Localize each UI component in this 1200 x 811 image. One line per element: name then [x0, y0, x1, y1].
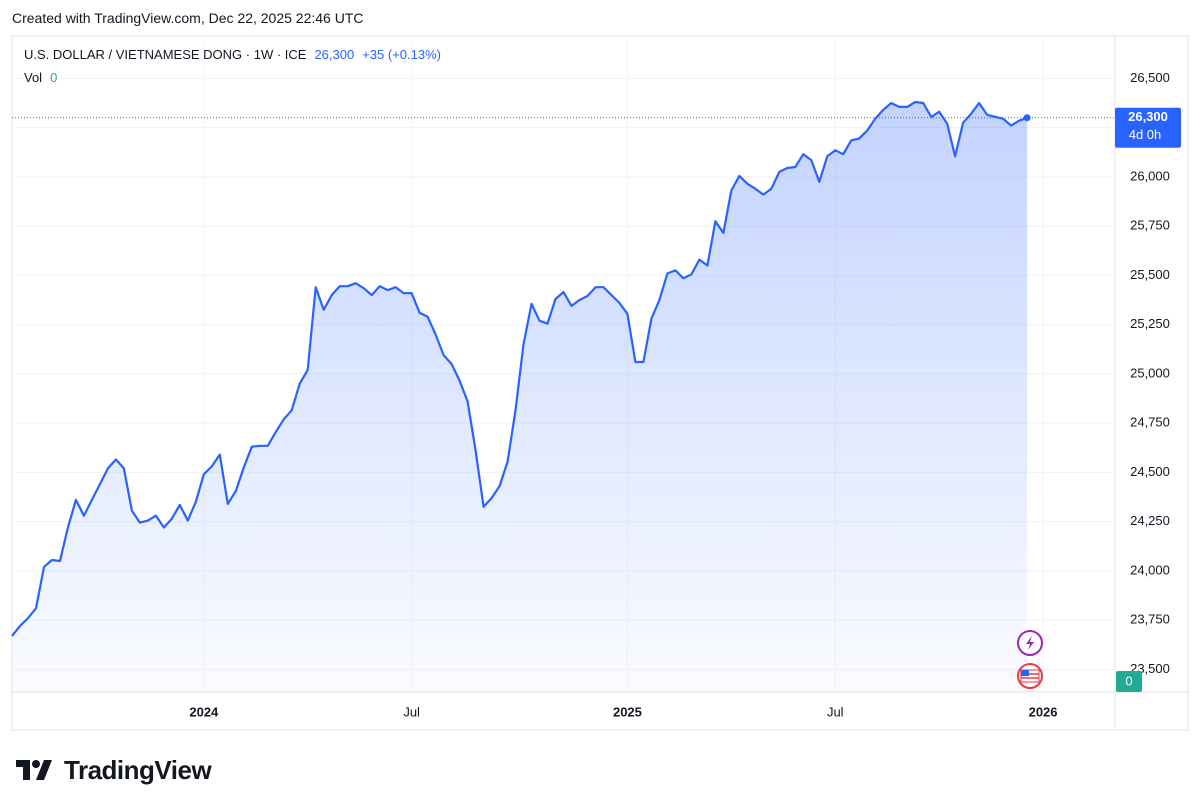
price-change: +35 (+0.13%)	[362, 47, 441, 62]
axes: 23,50023,75024,00024,25024,50024,75025,0…	[189, 70, 1181, 719]
volume-box	[1116, 671, 1142, 692]
y-tick-label: 25,500	[1130, 267, 1170, 282]
last-point	[1023, 114, 1031, 122]
y-tick-label: 24,500	[1130, 464, 1170, 479]
event-icon	[1017, 630, 1043, 656]
brand-logo	[16, 760, 52, 780]
brand: TradingView	[64, 755, 212, 785]
countdown-label: 4d 0h	[1129, 127, 1162, 142]
caption: Created with TradingView.com, Dec 22, 20…	[12, 10, 364, 26]
y-tick-label: 24,250	[1130, 513, 1170, 528]
volume-value: 0	[50, 70, 58, 85]
y-tick-label: 24,750	[1130, 415, 1170, 430]
plot	[11, 100, 1115, 692]
last-price-label: 26,300	[1128, 109, 1168, 124]
y-tick-label: 25,000	[1130, 365, 1170, 380]
x-tick-label: 2025	[613, 704, 642, 719]
y-tick-label: 26,000	[1130, 168, 1170, 183]
x-tick-label: 2026	[1029, 704, 1058, 719]
price-line	[11, 100, 1028, 637]
x-tick-label: 2024	[189, 704, 219, 719]
y-tick-label: 25,250	[1130, 316, 1170, 331]
flag-icon	[1017, 663, 1043, 689]
last-price: 26,300	[314, 47, 355, 62]
legend: U.S. DOLLAR / VIETNAMESE DONG · 1W · ICE…	[24, 47, 441, 62]
x-tick-label: Jul	[827, 704, 844, 719]
symbol-title: U.S. DOLLAR / VIETNAMESE DONG · 1W · ICE	[24, 47, 307, 62]
volume-label: Vol	[24, 70, 43, 85]
y-tick-label: 25,750	[1130, 218, 1170, 233]
area-fill	[12, 102, 1028, 692]
volume-legend: Vol 0	[24, 70, 57, 85]
last-price-box	[1115, 107, 1181, 148]
y-tick-label: 24,000	[1130, 562, 1170, 577]
volume-axis-label: 0	[1125, 673, 1132, 688]
chart-frame	[11, 35, 1189, 731]
x-tick-label: Jul	[403, 704, 420, 719]
y-tick-label: 26,500	[1130, 70, 1170, 85]
y-tick-label: 23,750	[1130, 612, 1170, 627]
